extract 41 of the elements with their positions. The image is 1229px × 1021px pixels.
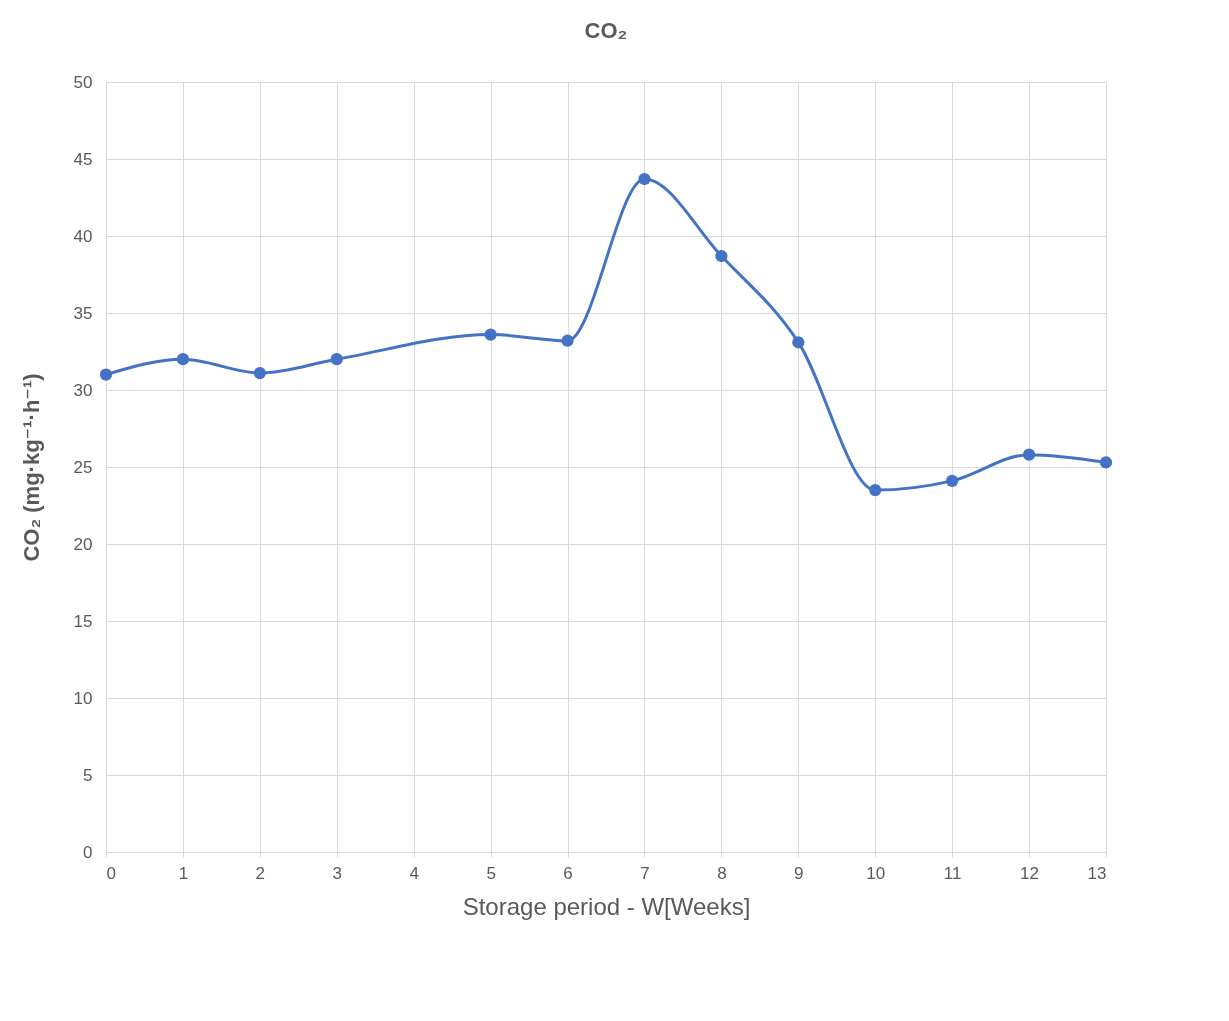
- point: [1099, 456, 1113, 469]
- point: [715, 249, 728, 263]
- point: [176, 353, 190, 366]
- x-tick-label: 13: [1087, 863, 1107, 883]
- y-tick-label: 30: [73, 380, 93, 400]
- y-tick-label: 35: [73, 303, 93, 323]
- point: [561, 334, 574, 347]
- y-axis-title: CO₂ (mg·kg⁻¹·h⁻¹): [18, 373, 44, 562]
- point: [869, 483, 882, 497]
- y-tick-label: 15: [73, 611, 93, 631]
- x-tick-label: 11: [943, 863, 962, 883]
- x-tick-label: 9: [794, 863, 804, 883]
- y-tick-label: 0: [83, 842, 93, 862]
- y-tick-label: 45: [73, 149, 93, 169]
- point: [638, 172, 651, 186]
- point: [484, 328, 497, 341]
- x-tick-label: 0: [106, 863, 116, 883]
- y-tick-label: 20: [73, 534, 93, 554]
- y-tick-label: 5: [83, 765, 93, 785]
- chart-title: CO₂: [584, 18, 628, 43]
- x-tick-label: 3: [332, 863, 342, 883]
- x-tick-label: 12: [1020, 863, 1040, 883]
- x-tick-label: 5: [486, 863, 496, 883]
- point: [99, 368, 113, 381]
- x-tick-label: 4: [409, 863, 419, 883]
- y-tick-label: 25: [73, 457, 93, 477]
- point: [946, 474, 959, 487]
- y-tick-label: 10: [73, 688, 93, 708]
- x-tick-label: 1: [178, 863, 189, 883]
- point: [253, 366, 266, 380]
- x-axis-title: Storage period - W[Weeks]: [462, 892, 751, 920]
- x-tick-label: 8: [717, 863, 727, 883]
- x-tick-label: 7: [640, 863, 650, 883]
- x-tick-label: 10: [866, 863, 886, 883]
- point: [1022, 448, 1036, 461]
- y-tick-label: 40: [73, 226, 93, 246]
- x-tick-label: 2: [255, 863, 266, 883]
- x-tick-label: 6: [563, 863, 573, 883]
- y-tick-label: 50: [73, 72, 93, 92]
- point: [792, 336, 805, 349]
- point: [330, 353, 343, 366]
